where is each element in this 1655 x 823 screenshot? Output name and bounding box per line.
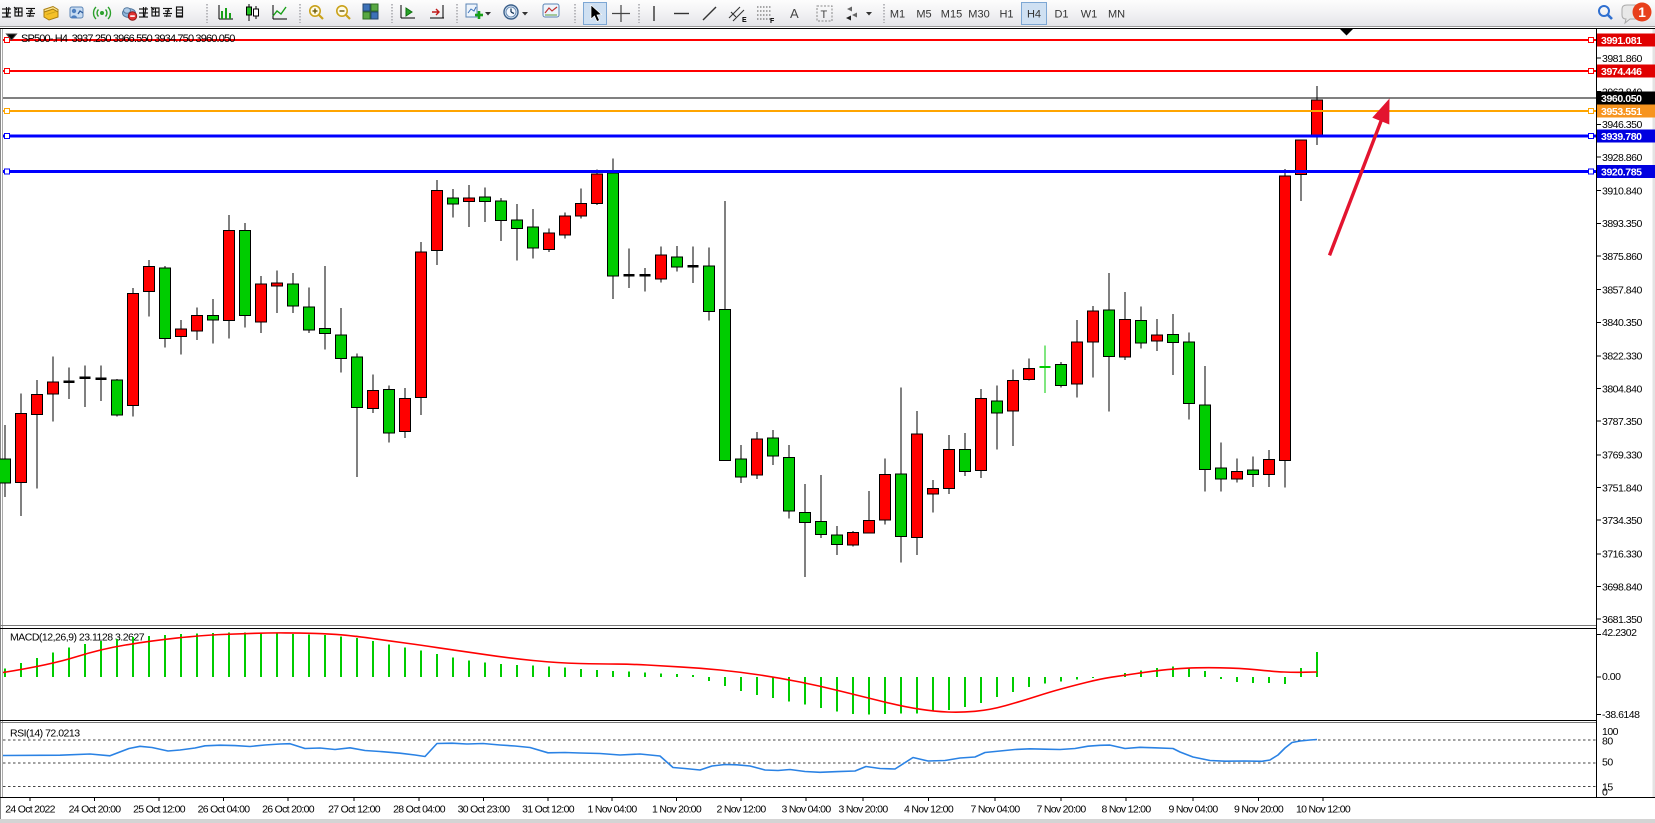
svg-text:3939.780: 3939.780	[1601, 131, 1642, 143]
svg-text:M5: M5	[916, 9, 931, 21]
svg-text:M30: M30	[968, 9, 989, 21]
svg-text:3893.350: 3893.350	[1602, 218, 1642, 230]
svg-text:0.00: 0.00	[1602, 671, 1621, 683]
svg-text:3769.330: 3769.330	[1602, 450, 1642, 462]
svg-text:A: A	[790, 6, 799, 21]
svg-text:3974.446: 3974.446	[1601, 66, 1642, 78]
svg-text:3804.840: 3804.840	[1602, 383, 1642, 395]
svg-text:31 Oct 12:00: 31 Oct 12:00	[522, 804, 575, 816]
svg-text:3787.350: 3787.350	[1602, 416, 1642, 428]
svg-text:3875.860: 3875.860	[1602, 251, 1642, 263]
svg-text:3981.860: 3981.860	[1602, 53, 1642, 65]
svg-text:7 Nov 04:00: 7 Nov 04:00	[971, 804, 1021, 816]
svg-text:W1: W1	[1081, 9, 1098, 21]
svg-text:M1: M1	[890, 9, 905, 21]
svg-text:3960.050: 3960.050	[1601, 93, 1642, 105]
svg-text:2 Nov 12:00: 2 Nov 12:00	[717, 804, 767, 816]
svg-text:RSI(14) 72.0213: RSI(14) 72.0213	[10, 728, 80, 740]
svg-text:3946.350: 3946.350	[1602, 119, 1642, 131]
svg-text:3734.350: 3734.350	[1602, 515, 1642, 527]
svg-text:H1: H1	[999, 9, 1013, 21]
svg-text:50: 50	[1602, 757, 1613, 769]
svg-text:1 Nov 04:00: 1 Nov 04:00	[588, 804, 638, 816]
svg-text:MACD(12,26,9) 23.1128 3.2627: MACD(12,26,9) 23.1128 3.2627	[10, 632, 145, 644]
svg-text:3920.785: 3920.785	[1601, 167, 1642, 179]
svg-text:M15: M15	[941, 9, 962, 21]
svg-text:9 Nov 20:00: 9 Nov 20:00	[1234, 804, 1284, 816]
svg-text:28 Oct 04:00: 28 Oct 04:00	[393, 804, 446, 816]
svg-text:9 Nov 04:00: 9 Nov 04:00	[1169, 804, 1219, 816]
svg-text:3681.350: 3681.350	[1602, 614, 1642, 626]
svg-text:1 Nov 20:00: 1 Nov 20:00	[652, 804, 702, 816]
svg-text:3698.840: 3698.840	[1602, 581, 1642, 593]
svg-text:0: 0	[1602, 787, 1608, 799]
svg-text:3910.840: 3910.840	[1602, 186, 1642, 198]
svg-text:80: 80	[1602, 736, 1613, 748]
svg-text:24 Oct 20:00: 24 Oct 20:00	[69, 804, 122, 816]
svg-text:42.2302: 42.2302	[1602, 627, 1637, 639]
svg-text:27 Oct 12:00: 27 Oct 12:00	[328, 804, 381, 816]
svg-text:8 Nov 12:00: 8 Nov 12:00	[1102, 804, 1152, 816]
svg-text:3953.551: 3953.551	[1601, 106, 1642, 118]
svg-text:4 Nov 12:00: 4 Nov 12:00	[904, 804, 954, 816]
svg-text:E: E	[742, 17, 747, 24]
svg-text:10 Nov 12:00: 10 Nov 12:00	[1296, 804, 1351, 816]
svg-text:-38.6148: -38.6148	[1602, 709, 1640, 721]
svg-text:D1: D1	[1054, 9, 1068, 21]
svg-text:25 Oct 12:00: 25 Oct 12:00	[133, 804, 186, 816]
svg-text:3822.330: 3822.330	[1602, 351, 1642, 363]
svg-text:3751.840: 3751.840	[1602, 482, 1642, 494]
svg-text:3991.081: 3991.081	[1601, 35, 1642, 47]
svg-text:3857.840: 3857.840	[1602, 284, 1642, 296]
svg-text:3 Nov 20:00: 3 Nov 20:00	[839, 804, 889, 816]
svg-text:SP500-.H4 3937.250 3966.550 3: SP500-.H4 3937.250 3966.550 3934.750 396…	[21, 33, 235, 45]
svg-text:F: F	[770, 18, 775, 25]
svg-text:30 Oct 23:00: 30 Oct 23:00	[458, 804, 511, 816]
svg-text:26 Oct 20:00: 26 Oct 20:00	[262, 804, 315, 816]
svg-text:15: 15	[1602, 782, 1613, 794]
svg-text:3716.330: 3716.330	[1602, 549, 1642, 561]
svg-text:7 Nov 20:00: 7 Nov 20:00	[1037, 804, 1087, 816]
svg-text:MN: MN	[1108, 9, 1125, 21]
svg-text:T: T	[821, 9, 828, 21]
svg-text:H4: H4	[1027, 9, 1041, 21]
svg-text:100: 100	[1602, 726, 1619, 738]
svg-text:26 Oct 04:00: 26 Oct 04:00	[198, 804, 251, 816]
svg-text:3 Nov 04:00: 3 Nov 04:00	[782, 804, 832, 816]
svg-text:3840.350: 3840.350	[1602, 317, 1642, 329]
svg-text:24 Oct 2022: 24 Oct 2022	[5, 804, 55, 816]
svg-text:3928.860: 3928.860	[1602, 152, 1642, 164]
svg-text:1: 1	[1638, 4, 1646, 20]
